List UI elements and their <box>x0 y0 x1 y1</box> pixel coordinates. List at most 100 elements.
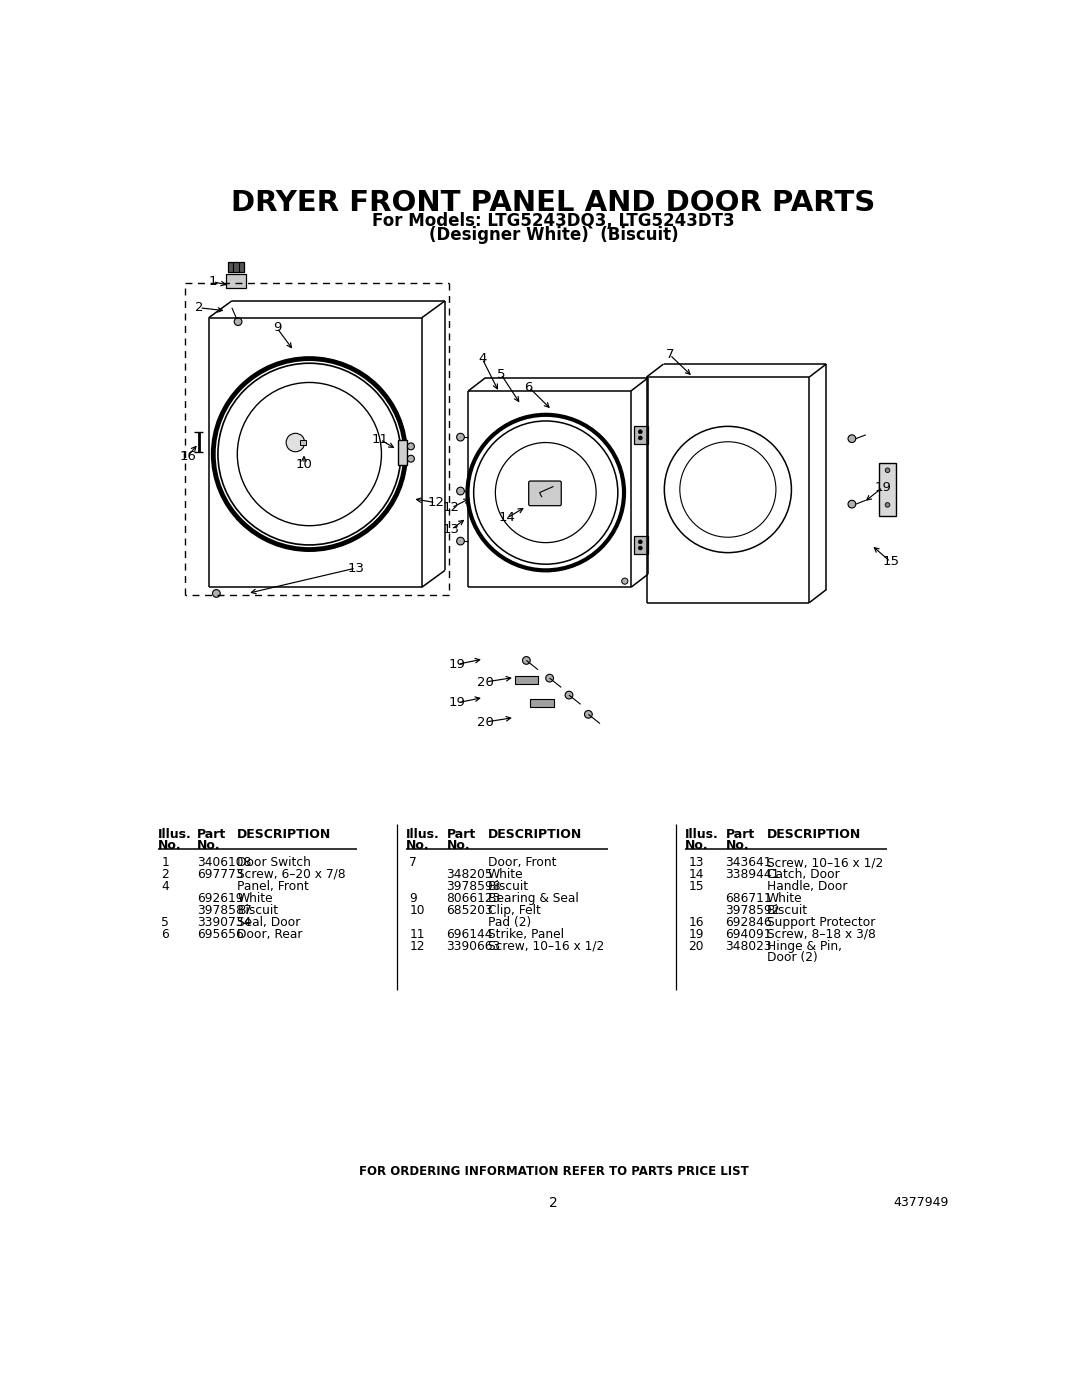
Text: 697773: 697773 <box>197 868 243 882</box>
Text: 3978592: 3978592 <box>726 904 780 916</box>
Text: 16: 16 <box>688 915 704 929</box>
Text: Catch, Door: Catch, Door <box>767 868 839 882</box>
Circle shape <box>565 692 572 698</box>
Bar <box>879 462 896 517</box>
Text: Clip, Felt: Clip, Felt <box>488 904 540 916</box>
Text: Biscuit: Biscuit <box>767 904 808 916</box>
Text: 694091: 694091 <box>726 928 772 940</box>
Circle shape <box>407 443 415 450</box>
Text: DESCRIPTION: DESCRIPTION <box>767 828 861 841</box>
Circle shape <box>457 488 464 495</box>
Text: 20: 20 <box>477 676 494 689</box>
Text: 686711: 686711 <box>726 891 772 905</box>
Text: Part: Part <box>197 828 226 841</box>
Text: 11: 11 <box>372 433 389 446</box>
Text: Handle, Door: Handle, Door <box>767 880 847 893</box>
Text: 2: 2 <box>549 1196 558 1210</box>
Text: 4: 4 <box>161 880 170 893</box>
Text: 2: 2 <box>195 302 203 314</box>
Circle shape <box>457 538 464 545</box>
Text: FOR ORDERING INFORMATION REFER TO PARTS PRICE LIST: FOR ORDERING INFORMATION REFER TO PARTS … <box>359 1165 748 1178</box>
Text: 12: 12 <box>409 940 424 953</box>
Text: 8066123: 8066123 <box>446 891 501 905</box>
Text: No.: No. <box>159 840 181 852</box>
Text: 3390663: 3390663 <box>446 940 501 953</box>
Text: For Models: LTG5243DQ3, LTG5243DT3: For Models: LTG5243DQ3, LTG5243DT3 <box>373 212 734 231</box>
Circle shape <box>234 317 242 326</box>
Text: 696144: 696144 <box>446 928 494 940</box>
Text: 7: 7 <box>665 348 674 362</box>
Text: Biscuit: Biscuit <box>488 880 529 893</box>
Bar <box>300 440 307 444</box>
Text: 7: 7 <box>409 856 417 869</box>
Text: Illus.: Illus. <box>159 828 192 841</box>
Circle shape <box>622 578 627 584</box>
Circle shape <box>638 539 643 543</box>
Text: 15: 15 <box>882 556 900 569</box>
Text: Screw, 10–16 x 1/2: Screw, 10–16 x 1/2 <box>488 940 604 953</box>
Text: Panel, Front: Panel, Front <box>238 880 309 893</box>
Text: 12: 12 <box>443 502 460 514</box>
Circle shape <box>848 434 855 443</box>
Text: Part: Part <box>726 828 755 841</box>
Text: 3978598: 3978598 <box>446 880 501 893</box>
Text: Illus.: Illus. <box>406 828 440 841</box>
Bar <box>228 263 243 272</box>
Text: 9: 9 <box>272 321 281 334</box>
Text: 16: 16 <box>179 450 197 462</box>
Text: 348023: 348023 <box>726 940 772 953</box>
Text: Seal, Door: Seal, Door <box>238 915 300 929</box>
Text: 3406108: 3406108 <box>197 856 252 869</box>
Text: 5: 5 <box>497 367 505 380</box>
Text: No.: No. <box>446 840 470 852</box>
Circle shape <box>457 433 464 441</box>
Text: 13: 13 <box>688 856 704 869</box>
Text: 3390734: 3390734 <box>197 915 252 929</box>
Bar <box>227 274 246 288</box>
Text: 9: 9 <box>409 891 417 905</box>
Text: Bearing & Seal: Bearing & Seal <box>488 891 579 905</box>
Text: White: White <box>238 891 273 905</box>
Text: 343641: 343641 <box>726 856 772 869</box>
Bar <box>397 440 407 465</box>
Text: 695656: 695656 <box>197 928 244 940</box>
Text: No.: No. <box>726 840 750 852</box>
Text: 20: 20 <box>477 715 494 729</box>
Circle shape <box>886 503 890 507</box>
Circle shape <box>638 436 643 440</box>
Text: 19: 19 <box>688 928 704 940</box>
Bar <box>634 535 648 555</box>
Text: 2: 2 <box>161 868 170 882</box>
Circle shape <box>848 500 855 509</box>
Text: White: White <box>488 868 523 882</box>
Circle shape <box>886 468 890 472</box>
Text: Door Switch: Door Switch <box>238 856 311 869</box>
Circle shape <box>638 546 643 550</box>
Circle shape <box>213 590 220 598</box>
Circle shape <box>523 657 530 665</box>
Text: 4377949: 4377949 <box>893 1196 948 1208</box>
Bar <box>515 676 538 683</box>
Circle shape <box>584 711 592 718</box>
Text: 19: 19 <box>449 658 465 671</box>
Text: DRYER FRONT PANEL AND DOOR PARTS: DRYER FRONT PANEL AND DOOR PARTS <box>231 189 876 217</box>
Text: 692619: 692619 <box>197 891 243 905</box>
Text: Door, Front: Door, Front <box>488 856 556 869</box>
Text: White: White <box>767 891 802 905</box>
Text: Biscuit: Biscuit <box>238 904 279 916</box>
Text: 1: 1 <box>161 856 170 869</box>
Text: 19: 19 <box>875 481 891 493</box>
Text: Screw, 10–16 x 1/2: Screw, 10–16 x 1/2 <box>767 856 882 869</box>
Text: Door (2): Door (2) <box>767 951 818 964</box>
Text: 685203: 685203 <box>446 904 494 916</box>
Text: 6: 6 <box>161 928 170 940</box>
Text: Part: Part <box>446 828 476 841</box>
Text: 12: 12 <box>428 496 444 509</box>
Text: No.: No. <box>685 840 708 852</box>
Text: Door, Rear: Door, Rear <box>238 928 302 940</box>
Text: 348205: 348205 <box>446 868 494 882</box>
Text: (Designer White)  (Biscuit): (Designer White) (Biscuit) <box>429 226 678 244</box>
Text: 13: 13 <box>443 522 460 536</box>
Text: Support Protector: Support Protector <box>767 915 875 929</box>
Text: 5: 5 <box>161 915 170 929</box>
